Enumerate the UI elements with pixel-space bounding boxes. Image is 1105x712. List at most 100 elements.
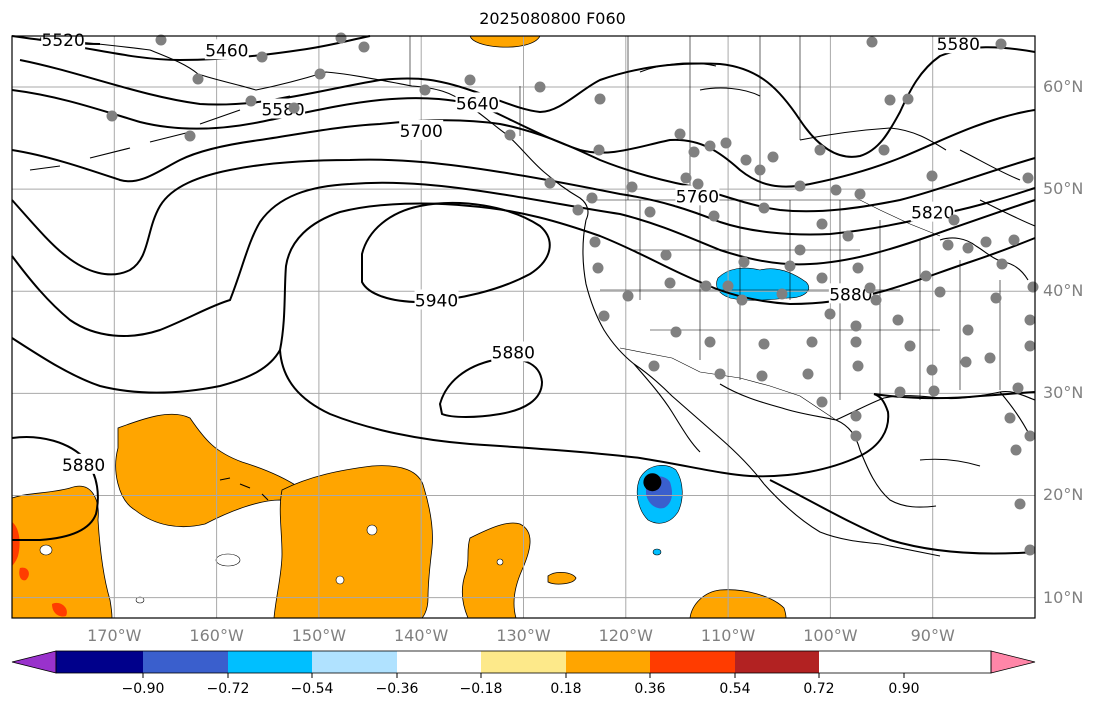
contour-label: 5460 xyxy=(205,41,248,61)
us-west-coast xyxy=(582,219,765,485)
colorbar-segment xyxy=(312,651,397,673)
station-dot xyxy=(184,130,196,142)
station-dot xyxy=(1014,498,1026,510)
contour-label-background xyxy=(455,92,500,113)
station-dot xyxy=(902,93,914,105)
station-dot xyxy=(594,93,606,105)
station-dot xyxy=(842,230,854,242)
contour-label-background xyxy=(61,453,106,474)
contour-5580 xyxy=(19,46,1036,158)
station-dot xyxy=(692,178,704,190)
contour-label-background xyxy=(41,29,86,50)
contour-5700 xyxy=(11,119,1036,213)
station-dot xyxy=(419,84,431,96)
station-dot xyxy=(738,256,750,268)
station-dot xyxy=(824,308,836,320)
colorbar-tick-label: −0.90 xyxy=(121,681,165,697)
station-dot xyxy=(990,292,1002,304)
station-dot xyxy=(850,320,862,332)
latitude-label: 50°N xyxy=(1043,179,1084,199)
station-dot xyxy=(664,277,676,289)
hawaii xyxy=(219,477,269,501)
station-dot xyxy=(674,128,686,140)
station-dot xyxy=(926,364,938,376)
colorbar-tick-label: 0.72 xyxy=(803,681,835,697)
station-dot xyxy=(926,170,938,182)
contour-label-background xyxy=(204,39,249,60)
longitude-label: 150°W xyxy=(291,626,347,645)
us-state-lines xyxy=(600,200,1001,400)
station-dot xyxy=(806,336,818,348)
orange-region-south xyxy=(689,589,787,618)
station-dot xyxy=(622,290,634,302)
station-dot xyxy=(720,137,732,149)
contour-label-background xyxy=(910,201,955,222)
central-america xyxy=(763,483,941,557)
station-dot xyxy=(878,144,890,156)
station-dot xyxy=(1008,234,1020,246)
station-dot xyxy=(464,74,476,86)
station-dot xyxy=(534,81,546,93)
station-dot xyxy=(504,129,516,141)
station-dot xyxy=(854,188,866,200)
station-dot xyxy=(928,385,940,397)
colorbar-segment xyxy=(56,651,143,673)
anomaly-holes xyxy=(39,524,504,604)
station-dot xyxy=(1022,172,1034,184)
station-dot xyxy=(756,370,768,382)
longitude-label: 130°W xyxy=(496,626,551,645)
station-dot xyxy=(892,314,904,326)
contour-label-background xyxy=(414,289,459,310)
station-dot xyxy=(1024,544,1036,556)
map-frame xyxy=(11,35,1036,619)
station-dot xyxy=(814,144,826,156)
contour-label-background xyxy=(399,119,444,140)
station-dot xyxy=(660,249,672,261)
station-dot xyxy=(288,102,300,114)
station-dot xyxy=(850,410,862,422)
station-dot xyxy=(314,68,326,80)
station-dot xyxy=(996,258,1008,270)
station-dot xyxy=(589,236,601,248)
alaska-coast xyxy=(39,37,589,221)
anomaly-fill-strong xyxy=(12,522,67,617)
political-borders xyxy=(409,36,1001,421)
colorbar-segment xyxy=(143,651,228,673)
latitude-label: 40°N xyxy=(1043,281,1084,301)
contour-5940 xyxy=(361,201,551,304)
station-dot xyxy=(962,324,974,336)
colorbar-segment xyxy=(397,651,481,673)
latitude-label: 30°N xyxy=(1043,383,1084,403)
contour-label-background xyxy=(828,283,873,304)
station-dot xyxy=(1024,340,1036,352)
colorbar-frame xyxy=(55,650,992,674)
station-dot xyxy=(1027,281,1039,293)
station-dot xyxy=(962,242,974,254)
colorbar-tick-label: −0.36 xyxy=(375,681,419,697)
colorbar-segment xyxy=(228,651,312,673)
orange-region-hawaii xyxy=(115,413,304,527)
latitude-label: 10°N xyxy=(1043,587,1084,607)
station-dot xyxy=(586,192,598,204)
station-dot xyxy=(850,430,862,442)
orange-region-top xyxy=(469,36,541,48)
station-dot xyxy=(758,338,770,350)
colorbar-tick-label: 0.90 xyxy=(888,681,920,697)
contour-label-background xyxy=(675,185,720,206)
station-dot xyxy=(767,151,779,163)
station-dot xyxy=(688,146,700,158)
station-dot xyxy=(736,294,748,306)
orange-dot-small xyxy=(547,572,577,585)
colorbar xyxy=(11,650,1036,678)
station-dot xyxy=(850,336,862,348)
station-dot xyxy=(894,386,906,398)
station-dot xyxy=(852,262,864,274)
contour-label: 5820 xyxy=(911,204,954,224)
station-dot xyxy=(995,38,1007,50)
station-dot xyxy=(1010,444,1022,456)
contour-labels: 5460 5580 5640 5700 5760 5820 5880 5940 5880 5880… xyxy=(41,29,981,476)
baja-california xyxy=(633,363,701,453)
longitude-label: 170°W xyxy=(87,626,142,645)
station-dot xyxy=(106,110,118,122)
station-dot xyxy=(776,288,788,300)
